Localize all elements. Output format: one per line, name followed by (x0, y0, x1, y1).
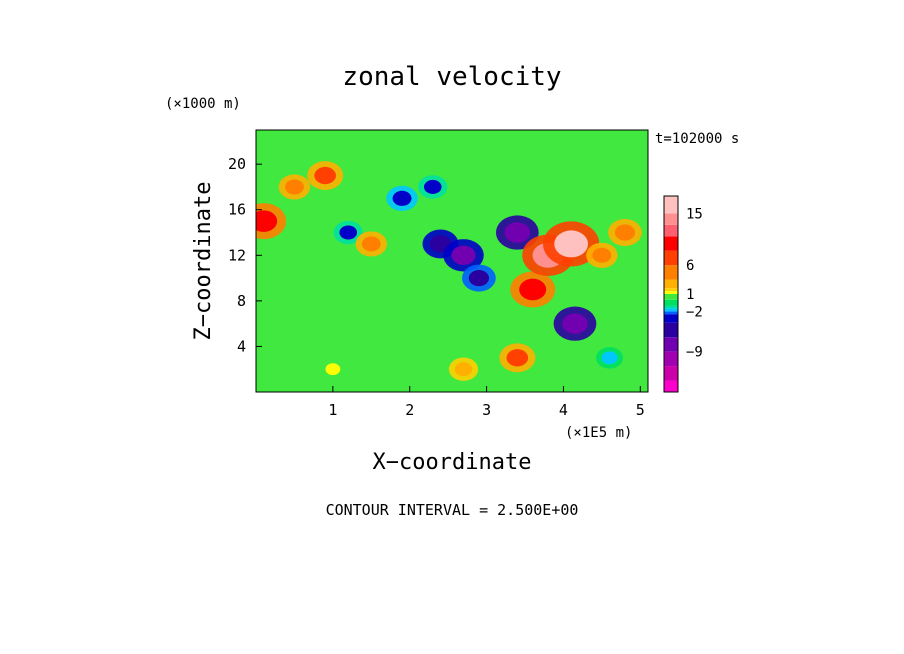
y-axis-label: Z−coordinate (191, 182, 216, 341)
colorbar-segment (664, 213, 678, 225)
time-label: t=102000 s (655, 131, 739, 147)
colorbar-segment (664, 305, 678, 309)
field-contour-core (614, 224, 636, 241)
colorbar-segment (664, 311, 678, 315)
y-unit-label: (×1000 m) (165, 96, 241, 112)
y-tick-label: 16 (228, 201, 246, 219)
x-tick-label: 3 (482, 401, 491, 419)
field-contour-core (284, 179, 304, 195)
colorbar-label: 6 (686, 258, 694, 274)
colorbar-segment (664, 337, 678, 352)
colorbar-segment (664, 224, 678, 237)
x-tick-label: 1 (328, 401, 337, 419)
chart-title: zonal velocity (342, 62, 561, 92)
colorbar-segment (664, 250, 678, 266)
y-tick-label: 12 (228, 246, 246, 264)
colorbar-segment (664, 299, 678, 306)
colorbar-segment (664, 314, 678, 323)
colorbar-segment (664, 291, 678, 294)
y-tick-label: 20 (228, 155, 246, 173)
field-contour-core (506, 349, 529, 367)
colorbar-segment (664, 380, 678, 392)
y-axis: 4 8 12 16 20 (228, 155, 262, 355)
field-contour-core (424, 179, 442, 194)
plot-frame (255, 129, 649, 393)
colorbar: 15 6 1−2 −9 (663, 195, 703, 393)
field-contour-core (314, 166, 336, 185)
field-contour-core (325, 363, 341, 376)
field-contour-core (592, 247, 612, 263)
field-contour-core (504, 222, 531, 243)
colorbar-label: −2 (686, 304, 703, 320)
colorbar-segment (664, 196, 678, 214)
colorbar-segment (664, 322, 678, 338)
colorbar-segment (664, 294, 678, 300)
y-tick-label: 4 (237, 337, 246, 355)
field-contour-core (451, 245, 476, 266)
y-tick-label: 8 (237, 292, 246, 310)
field-contour-core (339, 225, 358, 240)
colorbar-segment (664, 279, 678, 289)
x-tick-label: 4 (559, 401, 568, 419)
field-contour-core (361, 236, 381, 252)
x-axis-label: X−coordinate (373, 450, 532, 475)
colorbar-segment (664, 236, 678, 251)
plot-area (255, 129, 649, 393)
colorbar-segment (664, 308, 678, 312)
field-contour-core (601, 351, 618, 365)
colorbar-segment (664, 366, 678, 381)
colorbar-label: −9 (686, 345, 703, 361)
field-contour-core (554, 230, 589, 258)
field-contour-core (256, 210, 278, 232)
colorbar-segment (664, 265, 678, 280)
x-tick-label: 2 (405, 401, 414, 419)
x-tick-label: 5 (636, 401, 645, 419)
x-unit-label: (×1E5 m) (565, 425, 632, 441)
x-axis: 1 2 3 4 5 (328, 386, 645, 419)
contour-interval-note: CONTOUR INTERVAL = 2.500E+00 (326, 501, 579, 519)
field-contour-core (519, 278, 547, 301)
colorbar-label: 15 (686, 206, 703, 222)
field-contour-core (468, 269, 490, 287)
velocity-field (256, 130, 648, 392)
colorbar-segment (664, 288, 678, 292)
field-contour-core (392, 190, 412, 206)
field-contour-core (562, 313, 588, 334)
colorbar-segment (664, 351, 678, 367)
field-contour-core (454, 362, 473, 377)
colorbar-label: 1 (686, 287, 694, 303)
colorbar-frame (663, 195, 679, 393)
